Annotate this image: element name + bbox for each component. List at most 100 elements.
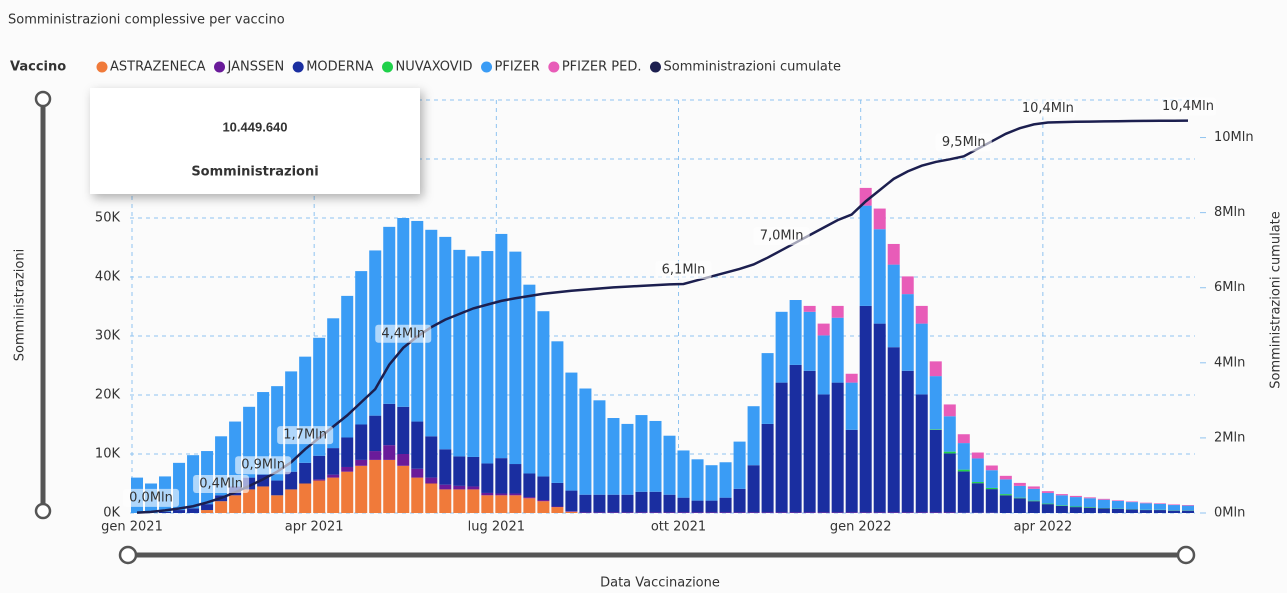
data-label-bg	[655, 260, 712, 279]
bar-segment	[201, 510, 214, 513]
bar-segment	[999, 475, 1012, 480]
bar-segment	[1153, 510, 1166, 513]
bar-segment	[341, 466, 354, 472]
bar-segment	[355, 465, 368, 513]
bar-segment	[551, 482, 564, 507]
bar-segment	[509, 251, 522, 465]
bar-segment	[341, 295, 354, 438]
y-axis-title: Somministrazioni	[13, 249, 28, 361]
bar-segment	[901, 512, 914, 513]
bar-segment	[299, 483, 312, 513]
bar-segment	[593, 494, 606, 513]
bar-segment	[313, 479, 326, 481]
bar-segment	[1125, 509, 1138, 513]
bar-segment	[929, 361, 942, 377]
bar-segment	[971, 482, 984, 484]
bar-segment	[1083, 507, 1096, 508]
x-slider-handle[interactable]	[118, 545, 138, 565]
bar-segment	[747, 406, 760, 466]
bar-segment	[649, 420, 662, 492]
bar-segment	[1153, 503, 1166, 510]
bar-segment	[285, 371, 298, 472]
bar-segment	[411, 421, 424, 469]
bar-segment	[411, 477, 424, 513]
bar-segment	[537, 311, 550, 477]
x-axis-title: Data Vaccinazione	[600, 576, 720, 591]
bar-segment	[509, 464, 522, 494]
bar-segment	[1181, 510, 1194, 513]
y-slider-handle[interactable]	[34, 90, 52, 108]
bar-segment	[537, 476, 550, 501]
bar-segment	[1083, 498, 1096, 508]
bar-segment	[523, 473, 536, 498]
data-label: 0,4Mln	[199, 476, 243, 491]
bar-segment	[635, 415, 648, 492]
bar-segment	[523, 498, 536, 513]
bar-segment	[957, 443, 970, 470]
bar-segment	[509, 495, 522, 513]
y2-tick-label: 0Mln	[1214, 506, 1245, 521]
data-label: 0,9Mln	[241, 458, 285, 473]
bar-segment	[789, 300, 802, 365]
y-slider-handle[interactable]	[34, 502, 52, 520]
bar-segment	[999, 494, 1012, 496]
bar-segment	[509, 493, 522, 496]
bar-segment	[551, 507, 564, 513]
bar-segment	[817, 323, 830, 336]
bar-segment	[215, 501, 228, 513]
bar-segment	[383, 445, 396, 460]
bar-segment	[859, 187, 872, 206]
x-slider-handle[interactable]	[1176, 545, 1196, 565]
bar-segment	[705, 465, 718, 501]
bar-segment	[1139, 502, 1152, 504]
bar-segment	[1055, 505, 1068, 513]
bar-segment	[355, 271, 368, 425]
bar-segment	[1111, 508, 1124, 513]
bar-segment	[1027, 500, 1040, 502]
bar-segment	[733, 512, 746, 513]
bar-segment	[369, 451, 382, 460]
bar-segment	[887, 243, 900, 265]
plot-area: 0K10K20K30K40K50K60K70K0Mln2Mln4Mln6Mln8…	[95, 93, 1254, 535]
bar-segment	[1055, 495, 1068, 506]
bar-segment	[887, 512, 900, 513]
bar-segment	[957, 469, 970, 472]
bar-segment	[1139, 503, 1152, 510]
bar-segment	[929, 376, 942, 430]
bar-segment	[1181, 505, 1194, 506]
bar-segment	[845, 429, 858, 513]
bar-segment	[775, 382, 788, 513]
bar-segment	[495, 233, 508, 459]
bar-segment	[663, 512, 676, 513]
bar-segment	[607, 418, 620, 495]
bar-segment	[859, 512, 872, 513]
data-label-bg	[753, 227, 810, 246]
bar-segment	[817, 394, 830, 513]
bar-segment	[761, 512, 774, 513]
bar-segment	[985, 487, 998, 490]
data-label-bg	[277, 426, 334, 445]
bar-segment	[397, 465, 410, 513]
data-label: 0,0Mln	[129, 490, 173, 505]
bar-segment	[789, 512, 802, 513]
bar-segment	[635, 512, 648, 513]
bar-segment	[467, 489, 480, 513]
bar-segment	[481, 251, 494, 464]
bar-segment	[803, 311, 816, 371]
bar-segment	[1069, 497, 1082, 507]
bar-segment	[929, 429, 942, 513]
bar-segment	[355, 459, 368, 466]
x-tick-label: gen 2021	[101, 520, 163, 535]
bar-segment	[411, 220, 424, 422]
bar-segment	[369, 459, 382, 513]
legend-marker	[292, 61, 304, 73]
bar-segment	[1027, 488, 1040, 501]
bar-segment	[607, 494, 620, 513]
bar-segment	[439, 449, 452, 485]
bar-segment	[831, 317, 844, 383]
bar-segment	[677, 497, 690, 513]
legend: ASTRAZENECA JANSSEN MODERNA NUVAXOVID PFIZER…	[96, 60, 841, 75]
bar-segment	[845, 373, 858, 383]
legend-marker	[481, 61, 493, 73]
